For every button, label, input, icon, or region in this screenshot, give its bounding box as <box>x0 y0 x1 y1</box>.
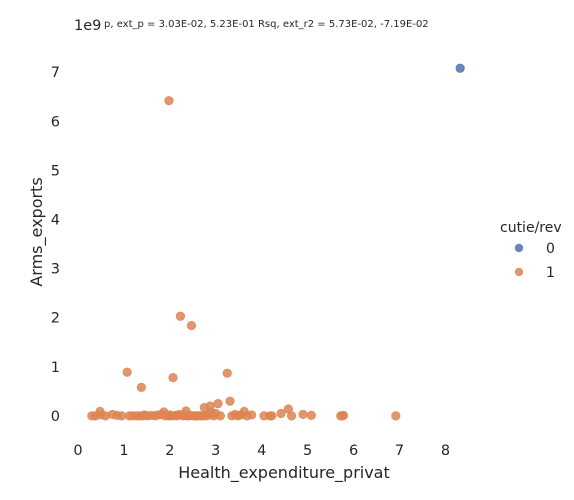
data-point <box>298 409 308 420</box>
plot-points <box>87 63 465 421</box>
data-point <box>225 396 235 406</box>
y-tick-label: 4 <box>51 212 60 228</box>
y-axis-label: Arms_exports <box>27 177 47 286</box>
y-tick-label: 2 <box>51 311 60 327</box>
legend-marker <box>514 267 524 277</box>
legend-title: cutie/rev <box>500 220 562 236</box>
data-point <box>164 96 174 106</box>
legend-marker <box>514 243 524 253</box>
data-point <box>172 411 182 421</box>
x-tick-label: 4 <box>257 443 266 459</box>
y-tick-label: 6 <box>51 114 60 130</box>
data-point <box>100 411 111 421</box>
y-tick-label: 3 <box>51 262 60 278</box>
data-point <box>267 411 277 421</box>
data-point <box>190 411 200 421</box>
x-axis-label: Health_expenditure_privat <box>178 463 390 483</box>
data-point <box>276 408 286 419</box>
data-point <box>213 399 223 409</box>
data-point <box>306 410 316 421</box>
legend: cutie/rev 0 1 <box>500 220 562 281</box>
x-tick-label: 5 <box>303 443 312 459</box>
x-tick-label: 1 <box>119 443 128 459</box>
y-tick-label: 5 <box>51 163 60 179</box>
data-point <box>286 411 297 421</box>
data-point <box>391 411 401 421</box>
y-tick-label: 7 <box>51 65 60 81</box>
x-tick-label: 8 <box>441 443 450 459</box>
data-point <box>222 368 232 378</box>
chart-title: p, ext_p = 3.03E-02, 5.23E-01 Rsq, ext_r… <box>104 19 429 30</box>
x-tick-label: 3 <box>211 443 220 459</box>
data-point <box>242 411 252 421</box>
x-axis-ticks: 0 1 2 3 4 5 6 7 8 <box>73 443 450 459</box>
data-point <box>182 411 192 421</box>
data-point <box>455 63 465 73</box>
data-point <box>122 367 132 377</box>
data-point <box>168 373 178 383</box>
y-tick-label: 0 <box>51 409 60 425</box>
data-point <box>175 311 186 321</box>
x-tick-label: 6 <box>349 443 358 459</box>
data-point <box>138 411 148 421</box>
y-tick-label: 1 <box>51 360 60 376</box>
data-point <box>186 320 197 331</box>
x-tick-label: 7 <box>395 443 404 459</box>
data-point <box>117 411 127 421</box>
x-tick-label: 2 <box>165 443 174 459</box>
legend-label: 1 <box>546 265 555 281</box>
data-point <box>164 411 174 421</box>
data-point <box>136 382 146 393</box>
y-axis-offset-label: 1e9 <box>74 18 101 34</box>
data-point <box>215 411 225 421</box>
y-axis-ticks: 0 1 2 3 4 5 6 7 <box>51 65 60 425</box>
legend-label: 0 <box>546 241 555 257</box>
x-tick-label: 0 <box>73 443 82 459</box>
data-point <box>338 410 349 421</box>
